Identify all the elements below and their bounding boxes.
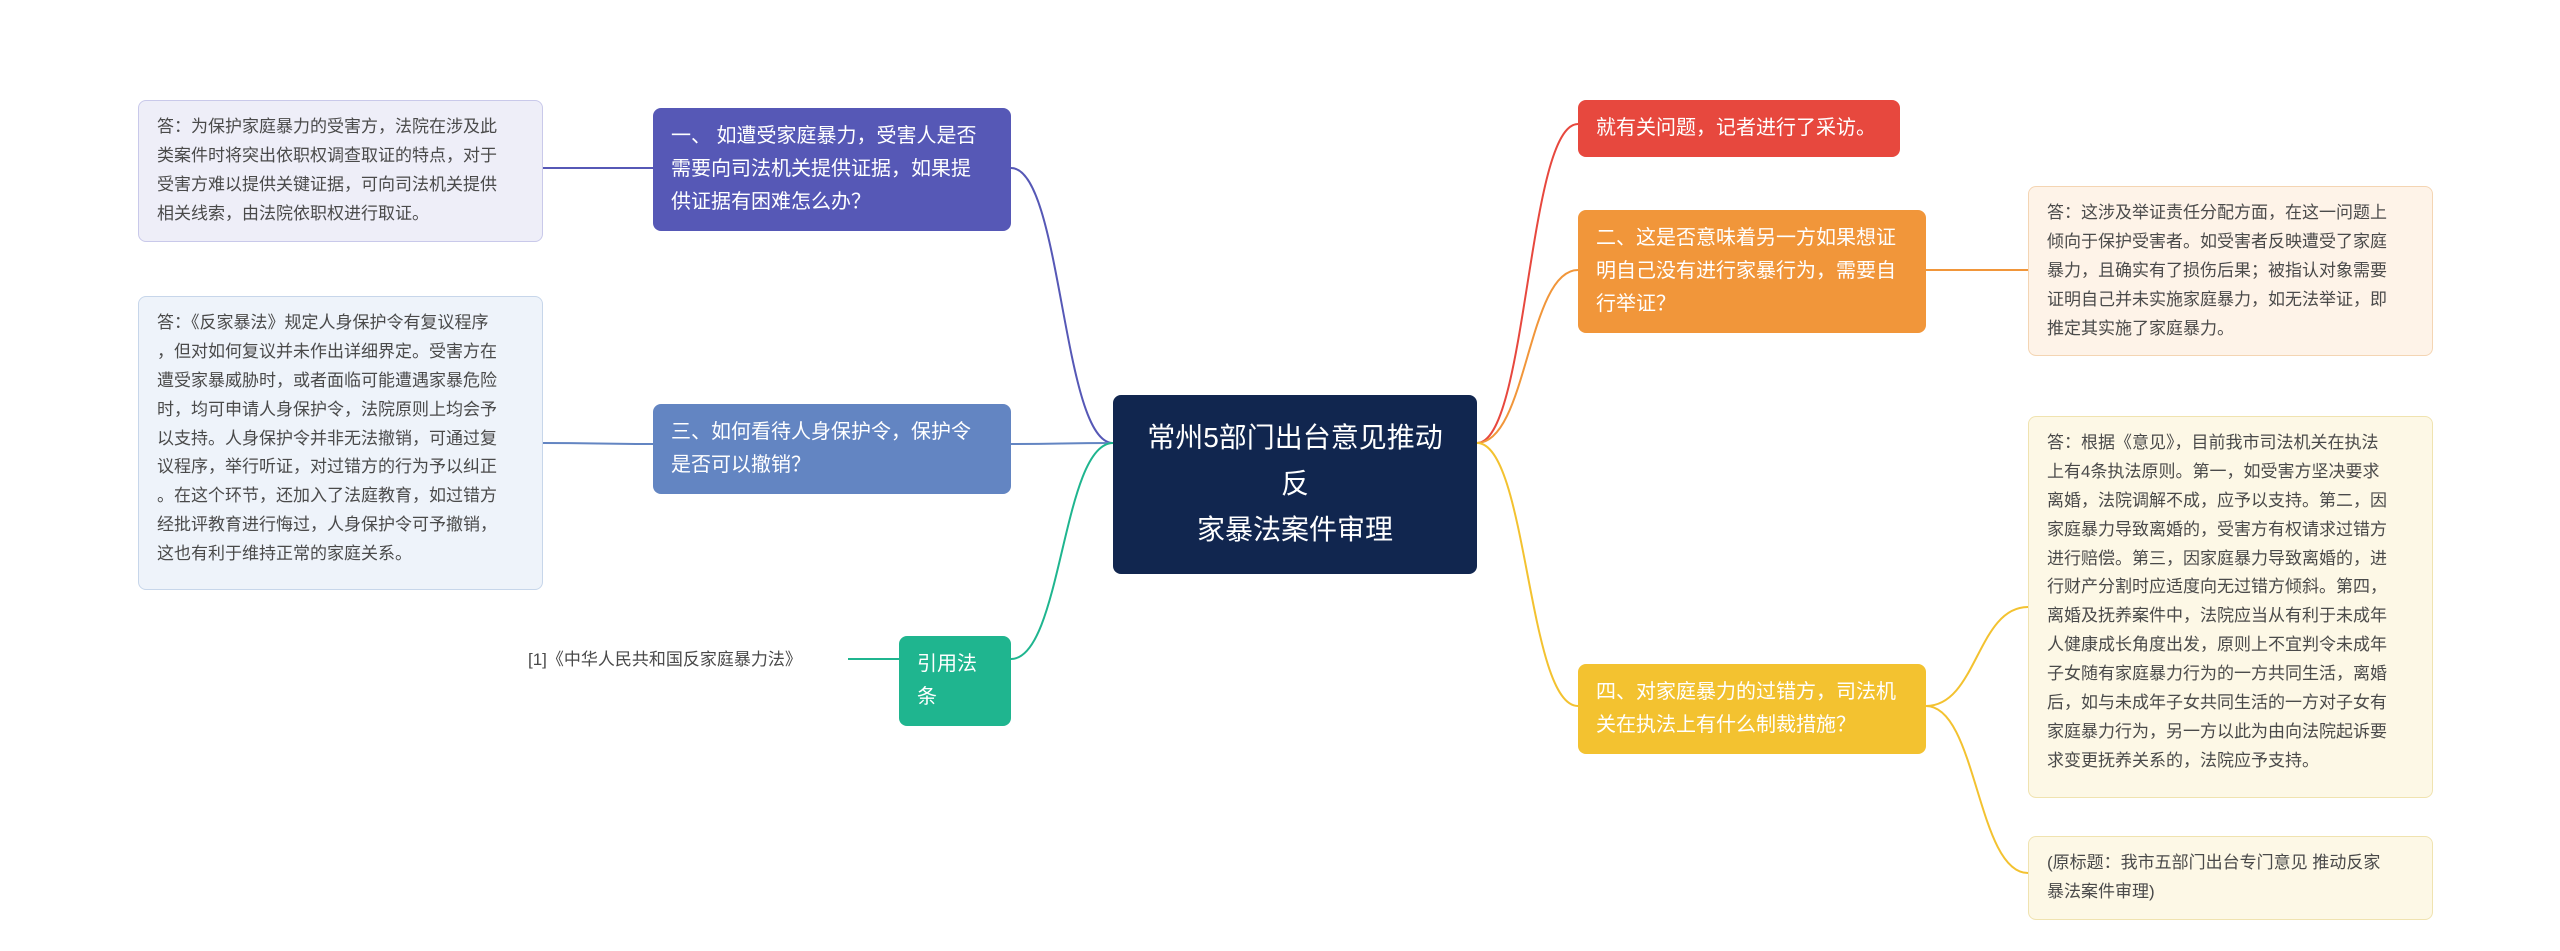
center-node: 常州5部门出台意见推动反家暴法案件审理 bbox=[1113, 395, 1477, 574]
leaf-left-law: [1]《中华人民共和国反家庭暴力法》 bbox=[528, 642, 848, 679]
branch-right-2: 二、这是否意味着另一方如果想证明自己没有进行家暴行为，需要自行举证？ bbox=[1578, 210, 1926, 333]
branch-left-law: 引用法条 bbox=[899, 636, 1011, 726]
leaf-right-4a: 答：根据《意见》，目前我市司法机关在执法上有4条执法原则。第一，如受害方坚决要求… bbox=[2028, 416, 2433, 798]
leaf-right-2: 答：这涉及举证责任分配方面，在这一问题上倾向于保护受害者。如受害者反映遭受了家庭… bbox=[2028, 186, 2433, 356]
branch-right-intro: 就有关问题，记者进行了采访。 bbox=[1578, 100, 1900, 157]
branch-left-1: 一、 如遭受家庭暴力，受害人是否需要向司法机关提供证据，如果提供证据有困难怎么办… bbox=[653, 108, 1011, 231]
branch-right-4: 四、对家庭暴力的过错方，司法机关在执法上有什么制裁措施？ bbox=[1578, 664, 1926, 754]
leaf-right-4b: (原标题：我市五部门出台专门意见 推动反家暴法案件审理) bbox=[2028, 836, 2433, 920]
leaf-left-3: 答：《反家暴法》规定人身保护令有复议程序，但对如何复议并未作出详细界定。受害方在… bbox=[138, 296, 543, 590]
leaf-left-1: 答：为保护家庭暴力的受害方，法院在涉及此类案件时将突出依职权调查取证的特点，对于… bbox=[138, 100, 543, 242]
branch-left-3: 三、如何看待人身保护令，保护令是否可以撤销？ bbox=[653, 404, 1011, 494]
